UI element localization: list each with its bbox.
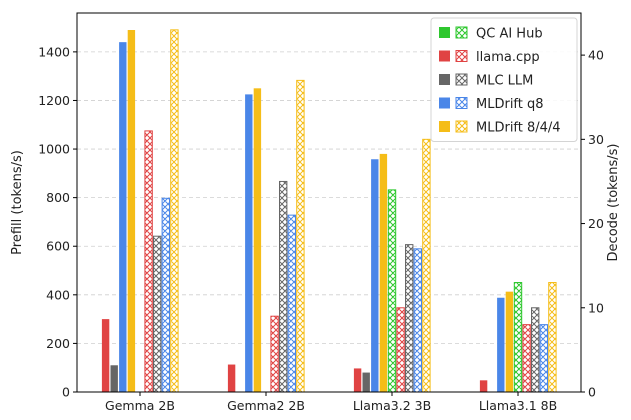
bar-prefill-mldrift-q8-gemma2-2b	[245, 94, 253, 392]
left-tick-label: 1200	[38, 93, 70, 108]
legend-swatch-hatched	[455, 26, 468, 39]
left-tick-label: 0	[62, 385, 70, 400]
legend-entry-mlc-llm: MLC LLM	[439, 73, 533, 89]
bar-decode-mldrift-8-4-4-llama3-2-3b	[422, 138, 431, 393]
bars	[101, 29, 557, 393]
bar-prefill-llama-cpp-llama3-1-8b	[479, 380, 488, 392]
bar-prefill-mldrift-8-4-4-llama3-2-3b	[379, 153, 388, 392]
bar-prefill-mldrift-q8-llama3-1-8b	[497, 297, 505, 392]
bar-decode-mldrift-q8-gemma-2b	[161, 197, 171, 393]
bar-decode-mldrift-8-4-4-gemma2-2b	[296, 79, 305, 393]
right-axis-ticks: 0 10 20 30 40	[581, 48, 604, 400]
left-tick-label: 1000	[38, 142, 70, 157]
x-axis-ticks: Gemma 2B Gemma2 2B Llama3.2 3B Llama3.1 8B	[105, 392, 557, 413]
bar-decode-mldrift-8-4-4-gemma-2b	[170, 29, 179, 393]
legend-swatch-hatched	[455, 120, 468, 133]
left-axis-label: Prefill (tokens/s)	[10, 150, 25, 255]
right-tick-label: 10	[588, 300, 604, 315]
legend-label: QC AI Hub	[476, 27, 543, 42]
left-tick-label: 200	[46, 336, 70, 351]
legend-entry-qc-ai-hub: QC AI Hub	[439, 26, 543, 42]
x-tick-label-llama3-2-3b: Llama3.2 3B	[353, 398, 431, 413]
legend-label: MLDrift 8/4/4	[476, 121, 561, 136]
legend-label: MLDrift q8	[476, 97, 544, 112]
bar-prefill-mldrift-q8-gemma-2b	[119, 42, 127, 393]
bar-prefill-llama-cpp-gemma2-2b	[227, 364, 236, 392]
right-tick-label: 20	[588, 216, 604, 231]
bar-decode-mldrift-q8-llama3-2-3b	[413, 248, 423, 393]
bar-decode-mldrift-q8-gemma2-2b	[287, 214, 297, 393]
right-axis-label: Decode (tokens/s)	[606, 144, 621, 262]
right-tick-label: 0	[588, 385, 596, 400]
left-tick-label: 600	[46, 239, 70, 254]
bar-decode-llama-cpp-llama3-1-8b	[522, 324, 531, 393]
left-tick-label: 800	[46, 190, 70, 205]
bar-prefill-mldrift-8-4-4-gemma-2b	[127, 30, 136, 393]
legend-entry-llama-cpp: llama.cpp	[439, 50, 540, 65]
bar-decode-mldrift-q8-llama3-1-8b	[539, 324, 548, 393]
legend-label: MLC LLM	[476, 74, 533, 89]
left-tick-label: 1400	[38, 44, 70, 59]
plot-frame	[76, 12, 582, 393]
bar-prefill-mlc-llm-gemma-2b	[110, 365, 118, 392]
legend-swatch-solid	[439, 121, 450, 132]
legend-entry-mldrift-8-4-4: MLDrift 8/4/4	[439, 120, 561, 136]
bar-decode-llama-cpp-llama3-2-3b	[396, 307, 405, 393]
bar-decode-mlc-llm-gemma2-2b	[279, 180, 288, 393]
bar-decode-qc-ai-hub-llama3-2-3b	[387, 189, 397, 393]
legend-label: llama.cpp	[476, 50, 540, 65]
bar-decode-mlc-llm-gemma-2b	[153, 235, 162, 393]
legend-swatch-hatched	[455, 97, 468, 109]
legend-entry-mldrift-q8: MLDrift q8	[439, 97, 544, 112]
bar-decode-mlc-llm-llama3-2-3b	[405, 244, 414, 393]
legend-swatch-solid	[439, 50, 450, 62]
legend-swatch-solid	[439, 97, 450, 109]
left-axis-ticks: 0 200 400 600 800 1000 1200 1400	[38, 44, 77, 400]
bar-decode-llama-cpp-gemma-2b	[144, 130, 153, 393]
legend-swatch-solid	[439, 74, 450, 85]
legend-swatch-solid	[439, 27, 450, 38]
right-tick-label: 40	[588, 48, 604, 63]
legend-swatch-hatched	[455, 73, 468, 86]
bar-prefill-mldrift-8-4-4-gemma2-2b	[253, 88, 262, 393]
x-tick-label-gemma2-2b: Gemma2 2B	[227, 398, 305, 413]
x-tick-label-gemma-2b: Gemma 2B	[105, 398, 175, 413]
bar-prefill-mldrift-q8-llama3-2-3b	[371, 159, 379, 392]
bar-prefill-mldrift-8-4-4-llama3-1-8b	[505, 291, 514, 392]
left-tick-label: 400	[46, 287, 70, 302]
bar-prefill-llama-cpp-gemma-2b	[101, 319, 110, 392]
legend-box	[430, 17, 578, 142]
legend-swatch-hatched	[455, 50, 468, 62]
legend: QC AI Hub llama.cpp MLC LLM MLDrift q8 MLDri…	[430, 17, 578, 142]
bar-prefill-llama-cpp-llama3-2-3b	[353, 368, 362, 392]
x-tick-label-llama3-1-8b: Llama3.1 8B	[479, 398, 557, 413]
bar-decode-mlc-llm-llama3-1-8b	[531, 307, 540, 393]
right-tick-label: 30	[588, 132, 604, 147]
bar-decode-llama-cpp-gemma2-2b	[270, 315, 279, 393]
bar-prefill-mlc-llm-llama3-2-3b	[362, 372, 370, 392]
bar-decode-mldrift-8-4-4-llama3-1-8b	[548, 282, 557, 393]
bar-decode-qc-ai-hub-llama3-1-8b	[513, 282, 523, 393]
